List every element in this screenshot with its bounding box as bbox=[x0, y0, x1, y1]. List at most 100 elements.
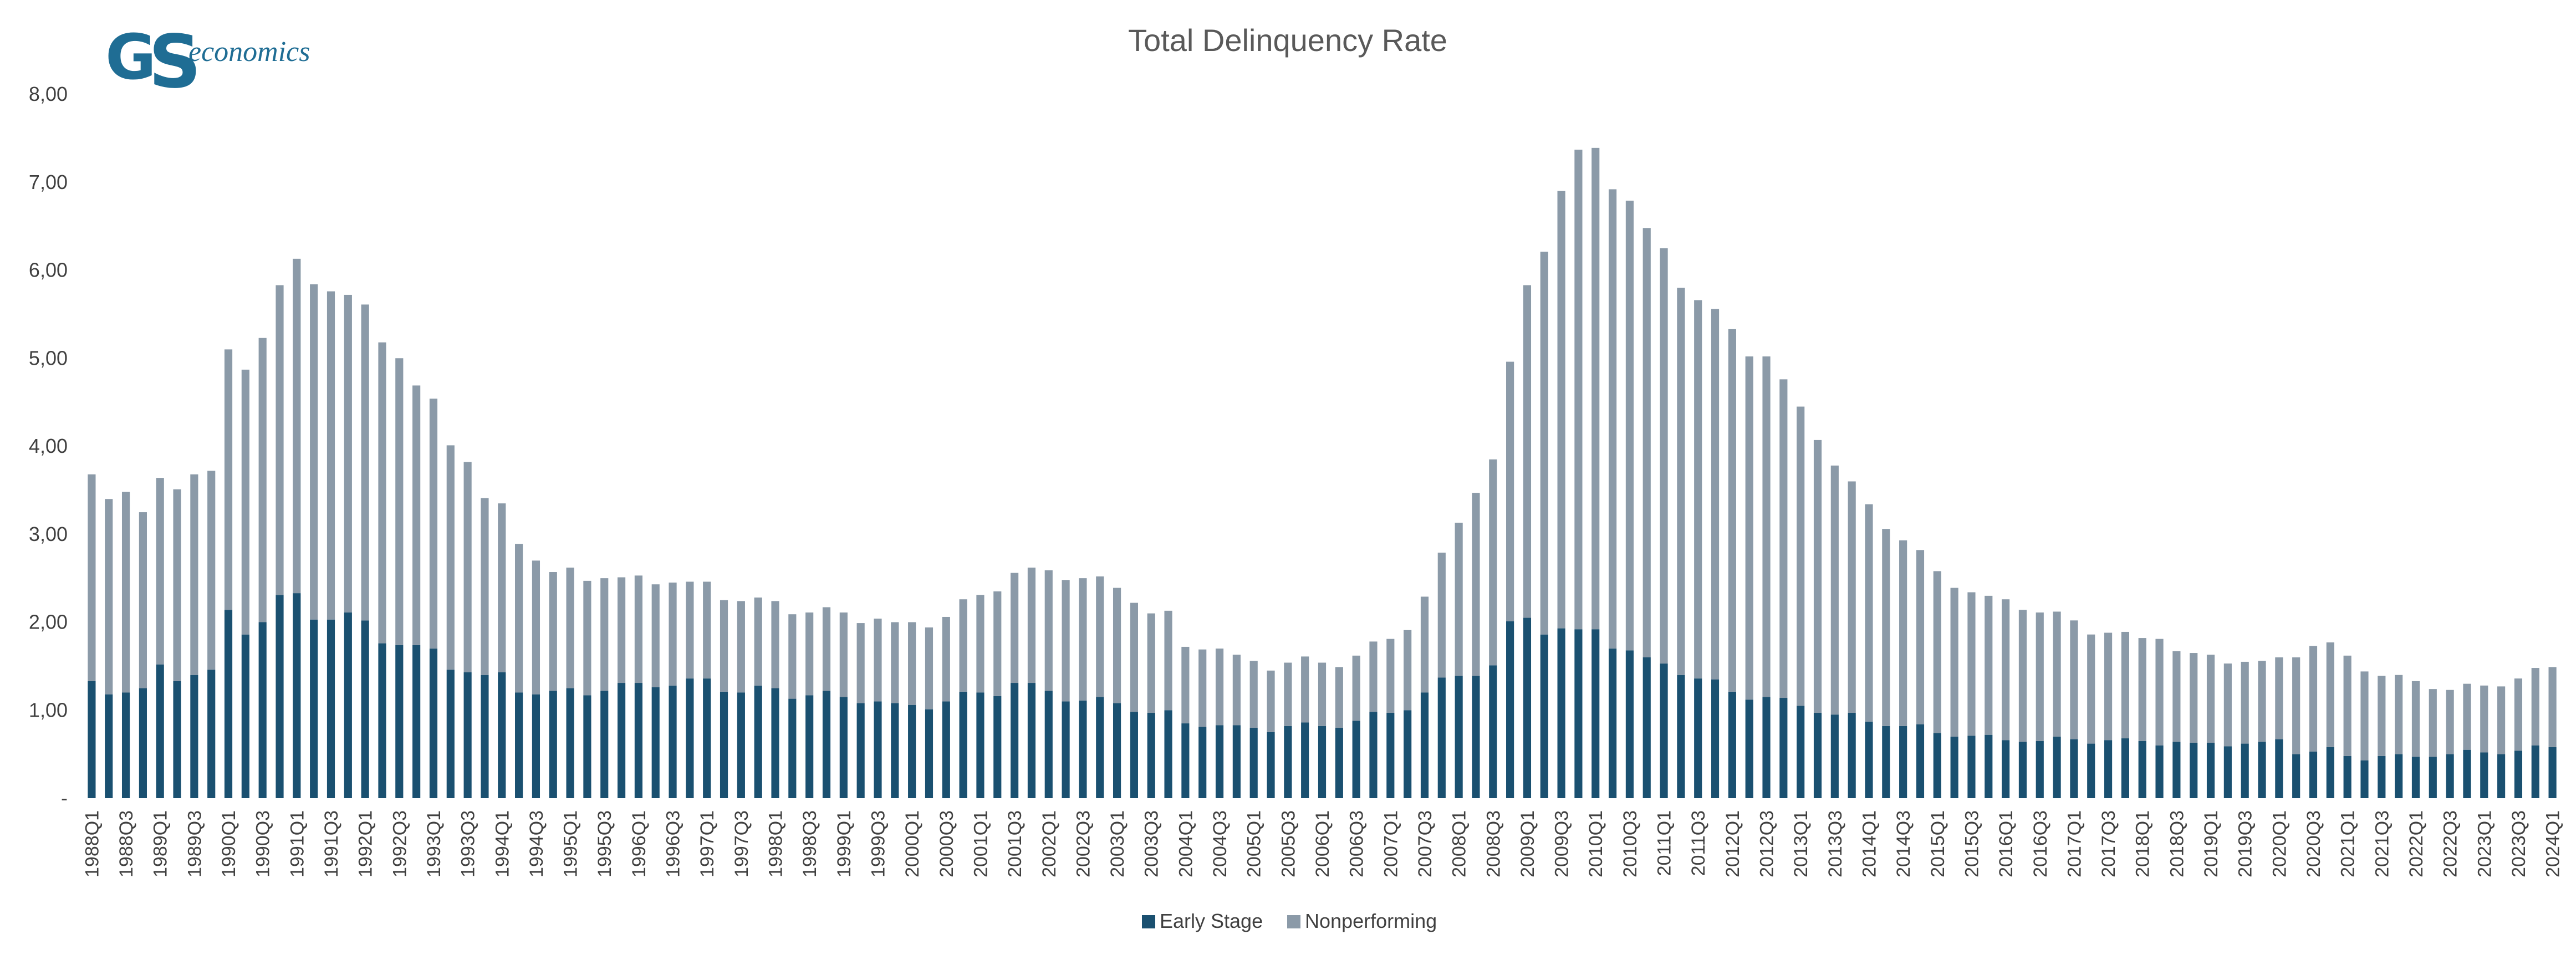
bar-nonperforming bbox=[121, 492, 130, 693]
bar-early-stage bbox=[2411, 757, 2420, 798]
x-tick-label: 2018Q1 bbox=[2133, 810, 2154, 877]
x-tick-label: 1999Q3 bbox=[868, 810, 889, 877]
bar-nonperforming bbox=[2463, 683, 2471, 750]
x-tick-label: 2019Q1 bbox=[2201, 810, 2222, 877]
x-tick-label: 2021Q1 bbox=[2338, 810, 2359, 877]
bar-nonperforming bbox=[754, 598, 762, 686]
x-tick-label: 2005Q3 bbox=[1278, 810, 1299, 877]
bar-early-stage bbox=[1967, 736, 1976, 798]
bar-early-stage bbox=[2172, 742, 2181, 798]
bar-early-stage bbox=[241, 634, 249, 798]
bar-nonperforming bbox=[1369, 641, 1378, 712]
bar-nonperforming bbox=[2206, 655, 2215, 743]
bar-nonperforming bbox=[156, 478, 164, 665]
bar-early-stage bbox=[1386, 713, 1395, 798]
bar-early-stage bbox=[754, 685, 762, 798]
bar-nonperforming bbox=[2497, 686, 2506, 754]
bar-early-stage bbox=[395, 645, 404, 798]
bar-early-stage bbox=[327, 619, 335, 798]
bar-nonperforming bbox=[2070, 620, 2078, 739]
bar-nonperforming bbox=[481, 498, 489, 675]
bar-nonperforming bbox=[139, 512, 147, 688]
bar-early-stage bbox=[2087, 743, 2095, 798]
x-tick-label: 2022Q3 bbox=[2440, 810, 2461, 877]
bar-nonperforming bbox=[1813, 440, 1822, 713]
bar-early-stage bbox=[2241, 743, 2249, 798]
bar-nonperforming bbox=[2429, 689, 2437, 757]
bar-early-stage bbox=[190, 675, 198, 798]
x-tick-label: 1990Q3 bbox=[253, 810, 274, 877]
x-tick-label: 2011Q3 bbox=[1688, 810, 1709, 876]
bar-nonperforming bbox=[1694, 300, 1702, 679]
bar-early-stage bbox=[2360, 760, 2369, 798]
bar-nonperforming bbox=[310, 284, 318, 620]
x-tick-label: 2001Q1 bbox=[970, 810, 991, 877]
bar-early-stage bbox=[2446, 754, 2454, 799]
bar-early-stage bbox=[2343, 755, 2351, 798]
bar-early-stage bbox=[993, 696, 1002, 798]
bar-nonperforming bbox=[1985, 595, 1993, 735]
bar-early-stage bbox=[1882, 726, 1890, 798]
bar-early-stage bbox=[1198, 727, 1207, 798]
x-tick-label: 1988Q1 bbox=[81, 810, 103, 877]
x-tick-label: 1998Q1 bbox=[766, 810, 787, 877]
bar-nonperforming bbox=[2395, 675, 2403, 754]
x-tick-label: 1999Q1 bbox=[834, 810, 855, 877]
bar-early-stage bbox=[1677, 675, 1685, 798]
x-tick-label: 2007Q3 bbox=[1415, 810, 1436, 877]
bar-nonperforming bbox=[1352, 655, 1360, 721]
bar-nonperforming bbox=[1404, 630, 1412, 711]
bar-nonperforming bbox=[2446, 690, 2454, 754]
bar-early-stage bbox=[1711, 679, 1720, 798]
bar-nonperforming bbox=[2258, 661, 2266, 742]
bar-nonperforming bbox=[669, 583, 677, 686]
bar-nonperforming bbox=[2411, 681, 2420, 757]
bar-early-stage bbox=[481, 675, 489, 798]
bar-nonperforming bbox=[276, 285, 284, 595]
bar-nonperforming bbox=[1882, 529, 1890, 726]
bar-nonperforming bbox=[105, 499, 113, 695]
bar-early-stage bbox=[1318, 726, 1327, 798]
bar-early-stage bbox=[1079, 700, 1087, 798]
x-tick-label: 2009Q1 bbox=[1517, 810, 1538, 877]
bar-early-stage bbox=[2326, 747, 2334, 798]
bar-nonperforming bbox=[925, 627, 934, 709]
bar-early-stage bbox=[463, 672, 472, 798]
bar-early-stage bbox=[2104, 740, 2113, 798]
bar-early-stage bbox=[1745, 700, 1753, 798]
x-tick-label: 2021Q3 bbox=[2371, 810, 2393, 877]
x-tick-label: 1998Q3 bbox=[799, 810, 820, 877]
bar-early-stage bbox=[822, 691, 831, 798]
bar-nonperforming bbox=[2087, 634, 2095, 744]
y-tick-label: - bbox=[61, 787, 68, 809]
bar-nonperforming bbox=[1386, 639, 1395, 713]
bar-early-stage bbox=[207, 670, 216, 798]
bar-early-stage bbox=[1848, 713, 1856, 798]
bar-nonperforming bbox=[2480, 685, 2488, 753]
bar-early-stage bbox=[617, 683, 626, 798]
bar-early-stage bbox=[976, 692, 985, 798]
bar-early-stage bbox=[1301, 722, 1309, 798]
bar-nonperforming bbox=[2292, 657, 2300, 754]
bar-nonperforming bbox=[1830, 465, 1839, 715]
x-tick-label: 2017Q1 bbox=[2064, 810, 2085, 877]
bar-early-stage bbox=[1865, 721, 1873, 798]
bar-early-stage bbox=[2292, 754, 2300, 799]
bar-early-stage bbox=[224, 610, 233, 798]
bar-early-stage bbox=[2480, 752, 2488, 798]
bar-nonperforming bbox=[2531, 668, 2539, 746]
x-tick-label: 1992Q1 bbox=[355, 810, 376, 877]
bar-nonperforming bbox=[378, 342, 386, 644]
x-tick-label: 2013Q1 bbox=[1791, 810, 1812, 877]
bar-nonperforming bbox=[1301, 656, 1309, 723]
bar-nonperforming bbox=[1147, 613, 1155, 713]
bar-early-stage bbox=[1830, 714, 1839, 798]
bar-nonperforming bbox=[190, 474, 198, 675]
x-tick-label: 2006Q1 bbox=[1312, 810, 1333, 877]
bar-early-stage bbox=[1950, 736, 1958, 799]
bar-nonperforming bbox=[1267, 670, 1275, 732]
bars bbox=[88, 147, 2557, 799]
bar-nonperforming bbox=[908, 622, 916, 705]
logo-text: economics bbox=[188, 36, 310, 68]
